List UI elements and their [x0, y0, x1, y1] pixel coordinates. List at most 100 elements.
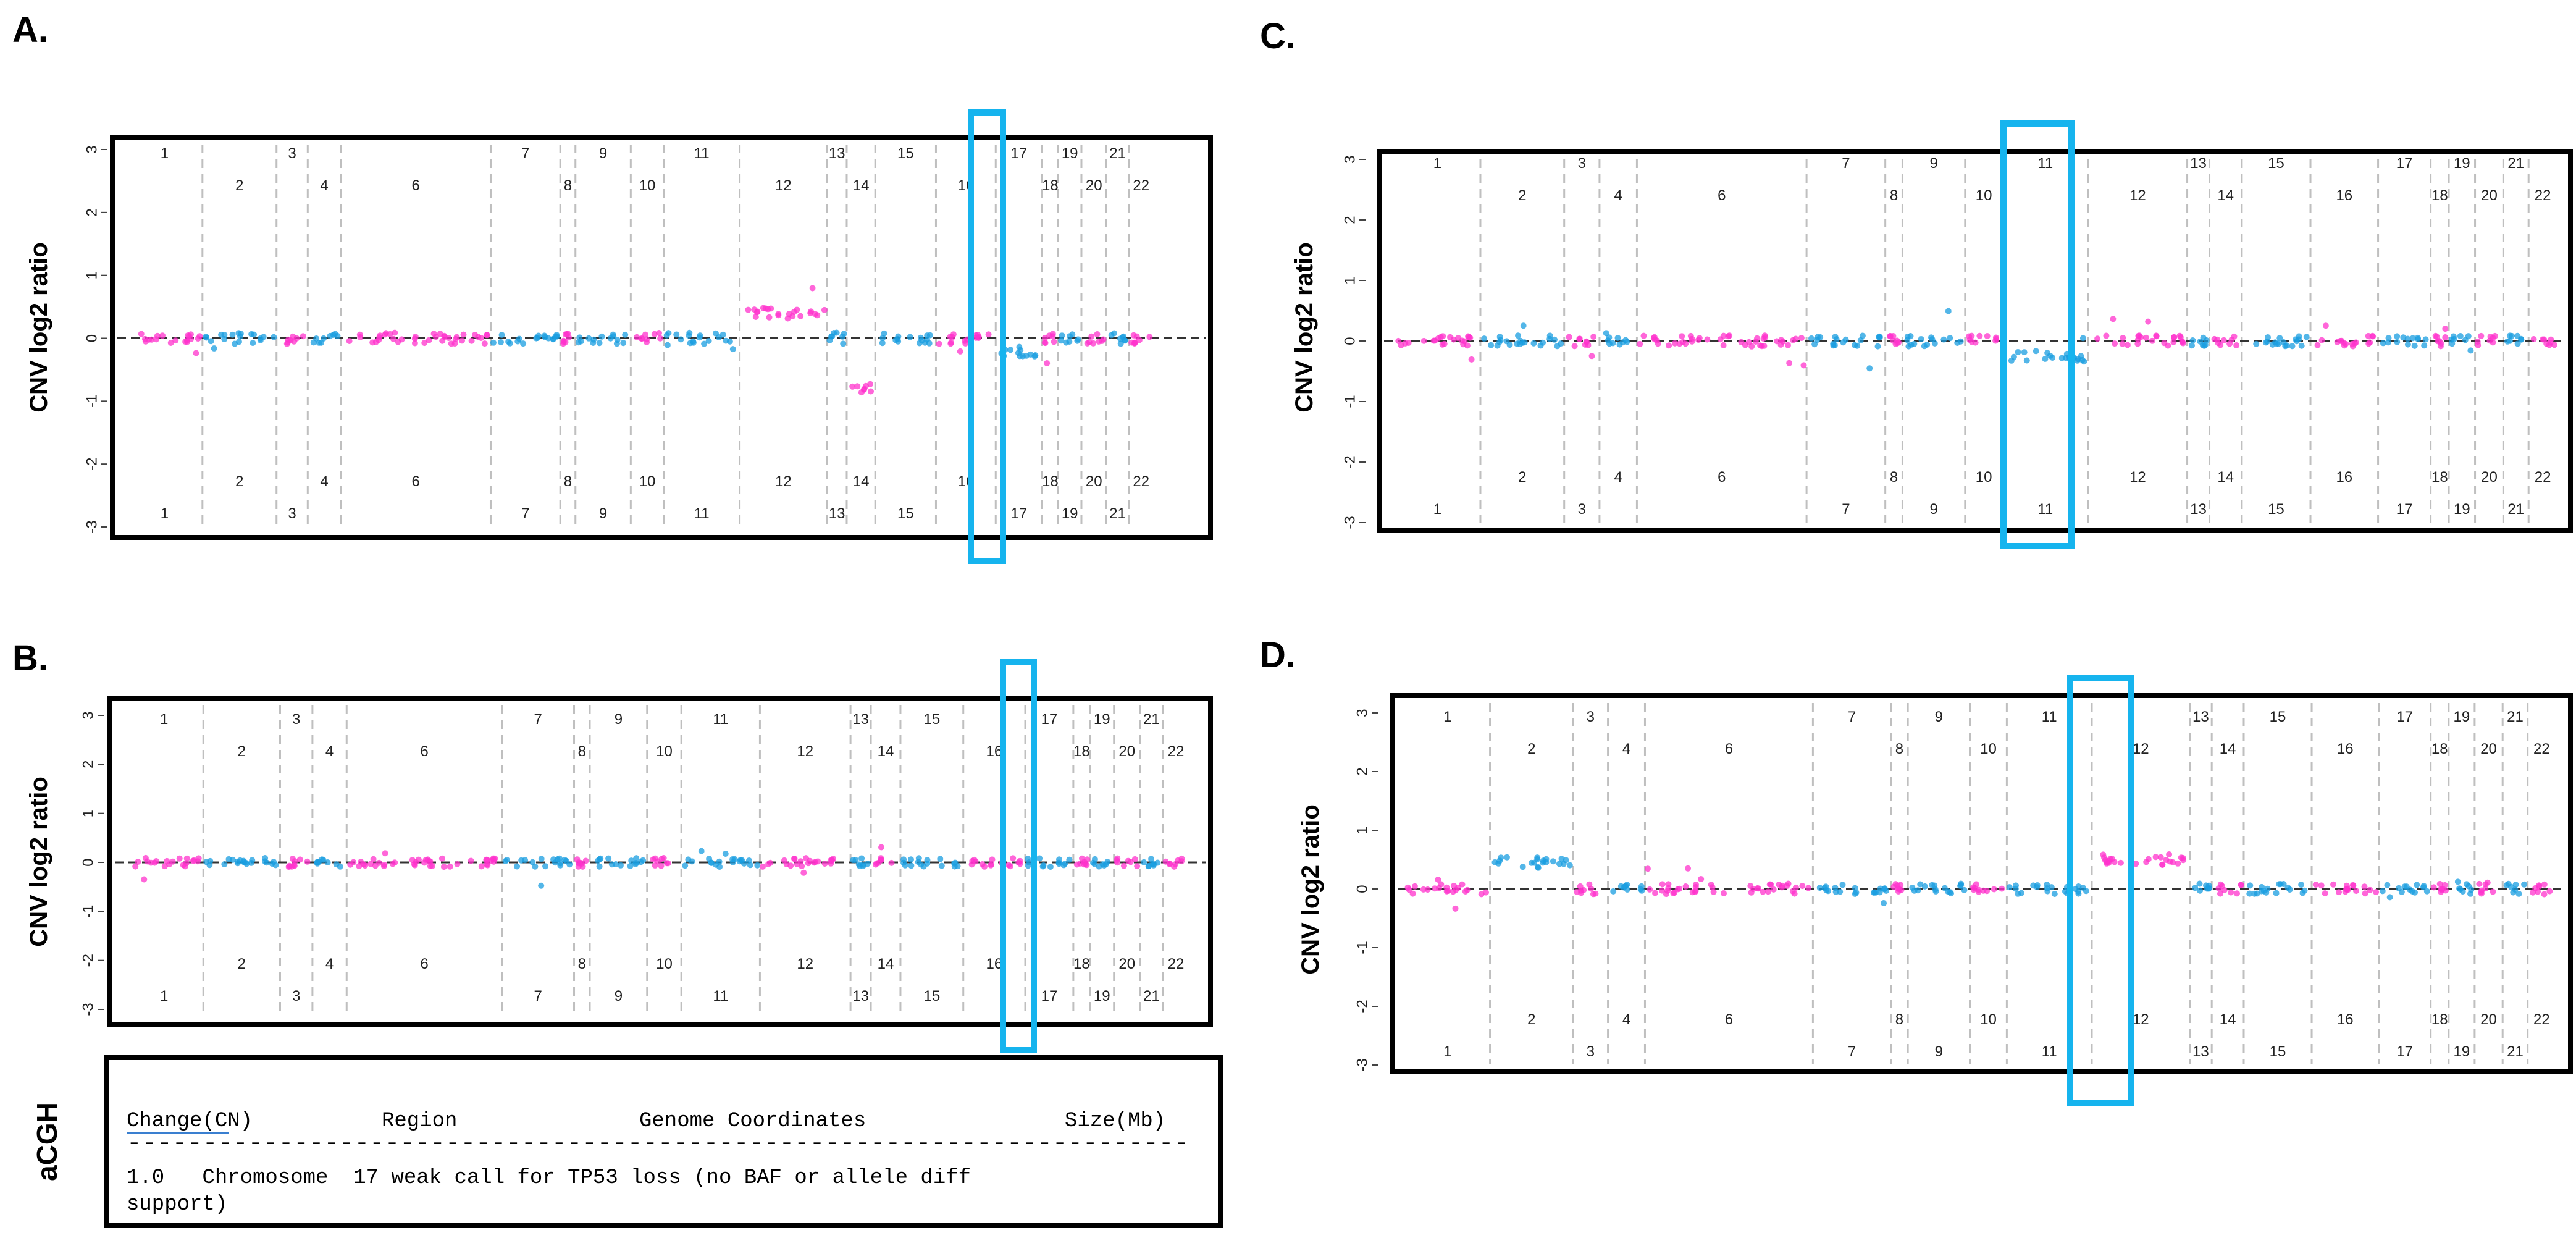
data-point: [2286, 886, 2293, 893]
data-point: [1452, 905, 1459, 912]
data-point: [367, 861, 374, 867]
data-point: [1832, 888, 1839, 895]
data-point: [595, 857, 602, 864]
chromosome-label-bottom: 3: [1587, 1043, 1595, 1060]
chromosome-label-top: 22: [2533, 741, 2550, 757]
data-point: [1534, 856, 1541, 862]
data-point: [2482, 885, 2489, 892]
data-point: [1647, 886, 1653, 893]
chromosome-label-bottom: 12: [2133, 1011, 2149, 1028]
data-point: [1420, 337, 1427, 344]
data-point: [522, 857, 529, 864]
data-point: [2214, 336, 2220, 343]
chromosome-label-top: 3: [288, 145, 296, 162]
chromosome-label-bottom: 12: [775, 473, 792, 490]
data-point: [988, 861, 995, 868]
y-tick-label: -1: [1341, 395, 1358, 408]
data-point: [1617, 883, 1624, 890]
data-point: [460, 331, 467, 338]
data-point: [1832, 334, 1839, 340]
data-point: [1907, 333, 1914, 339]
data-point: [186, 332, 193, 339]
data-point: [1036, 855, 1043, 862]
data-point: [1066, 339, 1073, 345]
chromosome-label-top: 6: [411, 177, 419, 194]
data-point: [2350, 882, 2357, 889]
data-point: [2276, 335, 2283, 342]
chromosome-label-bottom: 14: [2220, 1011, 2236, 1028]
chromosome-label-top: 17: [1010, 145, 1027, 162]
data-point: [2246, 890, 2253, 897]
data-point: [1770, 886, 1777, 893]
data-point: [628, 857, 635, 864]
chromosome-label-top: 18: [2431, 187, 2448, 204]
data-point: [1755, 885, 1761, 892]
panel-d-letter: D.: [1260, 635, 1296, 675]
data-point: [596, 863, 603, 870]
data-point: [1742, 342, 1748, 348]
data-point: [2478, 332, 2485, 339]
data-point: [1494, 342, 1501, 349]
data-point: [296, 856, 303, 863]
data-point: [954, 863, 961, 870]
data-point: [2411, 342, 2418, 349]
data-point: [1992, 337, 1999, 344]
chromosome-label-bottom: 9: [1935, 1043, 1943, 1060]
data-point: [1905, 343, 1912, 350]
data-point: [1488, 342, 1495, 348]
data-point: [380, 863, 387, 869]
data-point: [1671, 340, 1678, 347]
data-point: [1576, 335, 1583, 342]
data-point: [2119, 340, 2126, 347]
data-point: [2159, 861, 2165, 868]
data-point: [1540, 339, 1546, 346]
chromosome-label-bottom: 2: [235, 473, 243, 490]
data-point: [2508, 332, 2515, 339]
chromosome-label-bottom: 10: [1980, 1011, 1997, 1028]
data-point: [195, 335, 201, 342]
chromosome-label-bottom: 11: [2037, 501, 2053, 518]
data-point: [2075, 888, 2082, 895]
data-point: [370, 856, 377, 862]
data-point: [918, 337, 925, 344]
data-point: [856, 862, 863, 869]
data-point: [706, 856, 713, 862]
chromosome-label-bottom: 14: [878, 956, 894, 972]
chromosome-label-top: 10: [1976, 187, 1992, 204]
chromosome-label-bottom: 18: [1042, 473, 1059, 490]
data-point: [2361, 883, 2368, 890]
data-point: [2442, 334, 2449, 340]
data-point: [840, 340, 847, 347]
acgh-header-coordinates: Genome Coordinates: [639, 1110, 866, 1133]
data-point: [1148, 856, 1155, 862]
data-point: [180, 862, 187, 869]
data-point: [1957, 338, 1964, 345]
data-point: [2298, 342, 2305, 349]
data-point: [590, 340, 597, 346]
data-point: [1424, 886, 1431, 893]
data-point: [1040, 862, 1047, 869]
chromosome-label-top: 3: [1578, 155, 1586, 172]
data-point: [613, 861, 619, 867]
chromosome-label-top: 21: [1109, 145, 1126, 162]
data-point: [1805, 885, 1812, 891]
data-point: [347, 861, 354, 868]
data-point: [1590, 891, 1596, 898]
data-point: [797, 313, 804, 319]
data-point: [664, 342, 671, 348]
data-point: [1752, 339, 1759, 345]
data-point: [1708, 882, 1714, 888]
data-point: [533, 335, 540, 342]
data-point: [218, 331, 225, 338]
chromosome-label-bottom: 9: [1929, 501, 1937, 518]
chromosome-label-bottom: 22: [2535, 469, 2551, 486]
data-point: [234, 858, 241, 865]
data-point: [1481, 335, 1488, 342]
chromosome-label-top: 19: [2454, 155, 2470, 172]
data-point: [1046, 332, 1053, 339]
data-point: [1929, 336, 1936, 343]
data-point: [1866, 365, 1873, 372]
data-point: [2398, 888, 2405, 895]
y-tick-label: 1: [80, 809, 96, 817]
